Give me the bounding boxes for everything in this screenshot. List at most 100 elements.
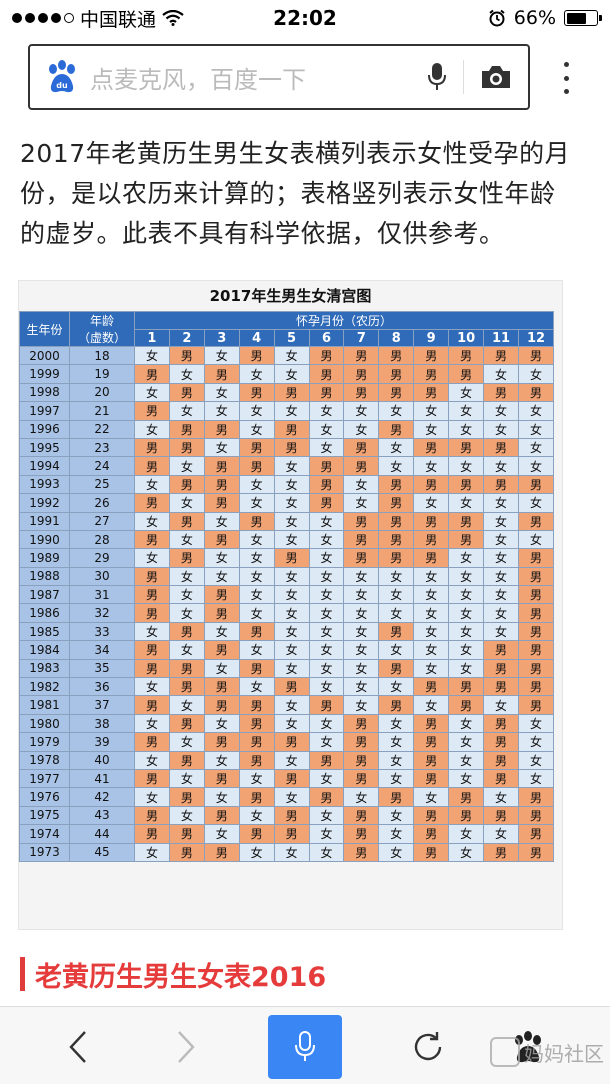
gender-cell: 女 xyxy=(378,603,415,623)
forward-button[interactable] xyxy=(156,1017,216,1077)
more-vert-icon[interactable] xyxy=(556,62,576,94)
gender-cell: 男 xyxy=(134,695,170,715)
signal-dots-icon xyxy=(12,13,74,23)
age-cell: 40 xyxy=(69,750,135,770)
gender-cell: 女 xyxy=(483,603,519,623)
back-button[interactable] xyxy=(48,1017,108,1077)
gender-cell: 女 xyxy=(413,419,450,439)
month-header: 8 xyxy=(378,329,415,347)
gender-cell: 男 xyxy=(203,768,240,789)
gender-cell: 男 xyxy=(413,511,450,531)
camera-icon[interactable] xyxy=(480,64,512,90)
gender-cell: 男 xyxy=(343,750,380,770)
gender-cell: 女 xyxy=(448,548,485,568)
gender-cell: 女 xyxy=(168,585,205,605)
gender-cell: 女 xyxy=(238,401,275,421)
gender-cell: 男 xyxy=(134,529,170,550)
table-row: 1998 20 女男女男男男男男男女男男 xyxy=(19,382,555,403)
gender-cell: 女 xyxy=(517,401,555,421)
gender-cell: 男 xyxy=(448,345,485,366)
gender-cell: 男 xyxy=(448,787,485,807)
gender-cell: 男 xyxy=(168,382,205,403)
month-header: 10 xyxy=(448,329,485,347)
status-bar: 中国联通 22:02 66% xyxy=(0,0,610,36)
svg-text:du: du xyxy=(56,81,68,90)
gender-cell: 女 xyxy=(483,456,519,476)
mic-icon[interactable] xyxy=(427,62,447,92)
section-heading[interactable]: 老黄历生男生女表2016 xyxy=(20,954,326,994)
gender-cell: 女 xyxy=(238,585,275,605)
birth-year-cell: 1980 xyxy=(19,713,70,734)
voice-search-button[interactable] xyxy=(268,1015,342,1079)
gender-cell: 女 xyxy=(343,493,380,513)
age-cell: 27 xyxy=(69,511,135,531)
gender-cell: 男 xyxy=(168,842,205,862)
gender-cell: 男 xyxy=(378,364,415,384)
wifi-icon xyxy=(162,10,184,26)
gender-cell: 男 xyxy=(134,603,170,623)
gender-cell: 女 xyxy=(448,658,485,679)
month-header: 2 xyxy=(168,329,205,347)
gender-cell: 女 xyxy=(168,566,205,587)
age-cell: 24 xyxy=(69,456,135,476)
gender-cell: 女 xyxy=(203,658,240,679)
section-title[interactable]: 老黄历生男生女表2016 xyxy=(35,961,327,993)
gender-cell: 女 xyxy=(308,401,345,421)
birth-year-cell: 1991 xyxy=(19,511,70,531)
gender-cell: 女 xyxy=(483,401,519,421)
gender-cell: 男 xyxy=(517,566,555,587)
gender-cell: 男 xyxy=(203,474,240,495)
gender-cell: 女 xyxy=(134,548,170,568)
birth-year-cell: 1992 xyxy=(19,493,70,513)
gender-cell: 女 xyxy=(483,529,519,550)
gender-cell: 男 xyxy=(448,437,485,458)
gender-cell: 男 xyxy=(413,768,450,789)
gender-cell: 男 xyxy=(168,713,205,734)
gender-cell: 男 xyxy=(203,695,240,715)
gender-cell: 女 xyxy=(203,382,240,403)
gender-cell: 男 xyxy=(308,695,345,715)
gender-cell: 女 xyxy=(483,695,519,715)
gender-cell: 男 xyxy=(378,621,415,642)
gender-cell: 男 xyxy=(448,364,485,384)
gender-cell: 男 xyxy=(273,548,310,568)
gender-cell: 女 xyxy=(413,401,450,421)
gender-cell: 女 xyxy=(308,511,345,531)
gender-cell: 女 xyxy=(343,695,380,715)
search-bar[interactable]: du 点麦克风，百度一下 xyxy=(28,44,530,110)
gender-cell: 男 xyxy=(308,493,345,513)
gender-cell: 男 xyxy=(343,842,380,862)
gender-cell: 女 xyxy=(517,768,555,789)
gender-cell: 女 xyxy=(273,750,310,770)
gender-cell: 女 xyxy=(378,824,415,844)
gender-cell: 男 xyxy=(413,345,450,366)
gender-cell: 女 xyxy=(517,750,555,770)
gender-cell: 女 xyxy=(378,805,415,826)
gender-cell: 女 xyxy=(273,842,310,862)
gender-cell: 男 xyxy=(483,768,519,789)
gender-cell: 女 xyxy=(343,603,380,623)
search-input[interactable]: 点麦克风，百度一下 xyxy=(90,65,306,94)
gender-cell: 女 xyxy=(168,401,205,421)
gender-cell: 男 xyxy=(378,382,415,403)
gender-cell: 女 xyxy=(273,640,310,660)
age-cell: 34 xyxy=(69,640,135,660)
gender-cell: 女 xyxy=(517,713,555,734)
gender-cell: 男 xyxy=(134,824,170,844)
gender-cell: 女 xyxy=(413,603,450,623)
gender-cell: 女 xyxy=(448,713,485,734)
carrier-label: 中国联通 xyxy=(80,8,157,31)
gender-cell: 男 xyxy=(378,419,415,439)
gender-cell: 女 xyxy=(308,768,345,789)
gender-cell: 女 xyxy=(203,621,240,642)
gender-cell: 男 xyxy=(273,419,310,439)
age-cell: 21 xyxy=(69,401,135,421)
gender-cell: 男 xyxy=(168,787,205,807)
gender-cell: 女 xyxy=(483,493,519,513)
gender-cell: 男 xyxy=(413,364,450,384)
gender-cell: 男 xyxy=(168,474,205,495)
gender-cell: 男 xyxy=(203,419,240,439)
birth-year-cell: 1982 xyxy=(19,677,70,697)
refresh-button[interactable] xyxy=(398,1017,458,1077)
gender-cell: 男 xyxy=(378,474,415,495)
